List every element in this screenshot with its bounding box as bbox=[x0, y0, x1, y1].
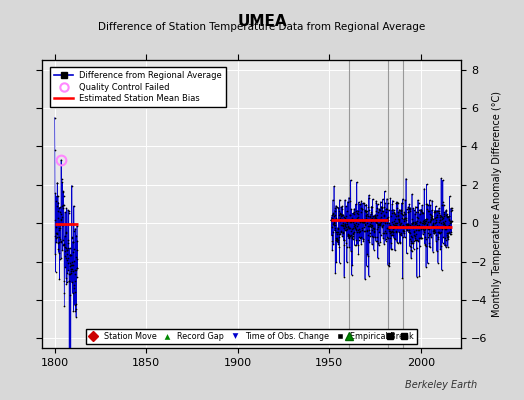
Text: Difference of Station Temperature Data from Regional Average: Difference of Station Temperature Data f… bbox=[99, 22, 425, 32]
Legend: Station Move, Record Gap, Time of Obs. Change, Empirical Break: Station Move, Record Gap, Time of Obs. C… bbox=[86, 328, 417, 344]
Text: Berkeley Earth: Berkeley Earth bbox=[405, 380, 477, 390]
Text: UMEA: UMEA bbox=[237, 14, 287, 29]
Y-axis label: Monthly Temperature Anomaly Difference (°C): Monthly Temperature Anomaly Difference (… bbox=[492, 91, 501, 317]
